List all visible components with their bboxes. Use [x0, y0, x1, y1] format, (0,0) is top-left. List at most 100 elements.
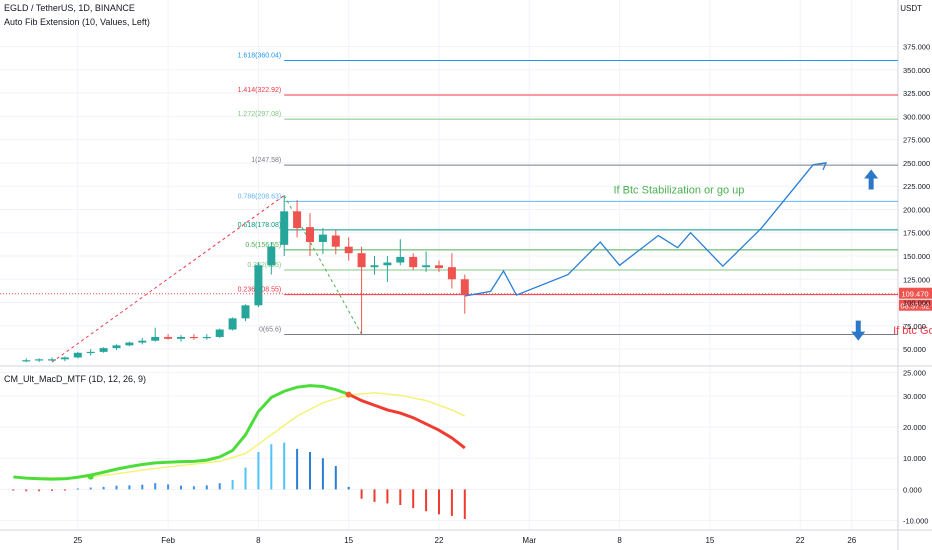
candle-body: [254, 265, 263, 306]
candle-body: [60, 357, 69, 360]
histogram-bar: [360, 489, 363, 499]
histogram-bar: [412, 489, 415, 509]
histogram-bar: [167, 484, 170, 490]
histogram-bar: [89, 487, 92, 490]
price-tick-label: 125.000: [903, 275, 930, 284]
histogram-bar: [76, 488, 79, 490]
fib-indicator-legend[interactable]: Auto Fib Extension (10, Values, Left): [4, 17, 154, 27]
histogram-bar: [334, 466, 337, 490]
candle-body: [228, 318, 237, 330]
candle-body: [383, 262, 392, 266]
fib-level-label: 0.382(135): [247, 262, 281, 269]
fib-level-label: 1.618(360.04): [238, 53, 282, 60]
histogram-bar: [450, 489, 453, 516]
fib-level-label: 0.5(156.55): [245, 242, 281, 249]
candle-body: [306, 227, 314, 243]
macd-indicator-title: CM_Ult_MacD_MTF (1D, 12, 26, 9): [4, 374, 147, 384]
price-tick-label: 25.000: [903, 368, 926, 377]
time-tick-label: 8: [617, 536, 622, 545]
price-tick-label: 375.000: [903, 43, 930, 52]
histogram-bar: [102, 486, 105, 490]
time-tick-label: 8: [256, 536, 261, 545]
candle-body: [112, 345, 121, 349]
histogram-bar: [321, 458, 324, 490]
histogram-bar: [425, 489, 428, 512]
histogram-bar: [347, 486, 350, 490]
price-tick-label: 350.000: [903, 66, 930, 75]
histogram-bar: [115, 485, 118, 490]
cross-marker: [345, 391, 352, 398]
histogram-bar: [51, 489, 53, 491]
time-tick-label: Feb: [161, 536, 175, 545]
price-tick-label: 50.000: [903, 345, 926, 354]
histogram-bar: [399, 489, 402, 505]
oscillator-tick-label: -10.000: [903, 517, 928, 526]
candle-body: [22, 360, 31, 362]
macd-indicator-legend[interactable]: CM_Ult_MacD_MTF (1D, 12, 26, 9): [4, 374, 150, 384]
candle-body: [73, 352, 82, 358]
fib-level-label: 0.618(178.08): [238, 222, 282, 229]
currency-label: USDT: [900, 4, 922, 13]
histogram-bar: [296, 448, 299, 490]
histogram-bar: [438, 489, 440, 515]
histogram-bar: [38, 489, 41, 492]
candle-body: [241, 305, 250, 319]
time-tick-label: 22: [796, 536, 805, 545]
candle-body: [396, 256, 405, 263]
histogram-bar: [386, 489, 389, 504]
price-tick-label: 225.000: [903, 182, 930, 191]
candle-body: [435, 265, 443, 269]
candle-body: [409, 256, 418, 268]
candle-body: [318, 234, 327, 243]
price-tick-label: 100.000: [903, 299, 930, 308]
histogram-bar: [141, 484, 144, 490]
candle-body: [215, 329, 224, 337]
candle-body: [460, 279, 469, 296]
candle-body: [177, 336, 185, 339]
fib-level-label: 1.272(297.08): [238, 111, 282, 118]
candle-body: [447, 267, 456, 280]
histogram-bar: [205, 485, 208, 490]
histogram-bar: [309, 451, 311, 490]
histogram-bar: [283, 442, 286, 490]
forecast-path: [464, 162, 827, 297]
candle-body: [99, 348, 108, 352]
candle-body: [164, 336, 173, 339]
fib-level-label: 0(65.6): [259, 327, 281, 334]
candle-body: [202, 336, 211, 339]
arrow-up-icon: [864, 169, 879, 190]
time-tick-label: 15: [705, 536, 714, 545]
price-tick-label: 250.000: [903, 159, 930, 168]
histogram-bar: [180, 485, 182, 490]
candle-body: [125, 342, 134, 346]
histogram-bar: [373, 489, 376, 502]
oscillator-tick-label: 30.000: [903, 392, 926, 401]
fib-level-label: 1.414(322.92): [238, 87, 282, 94]
symbol-title: EGLD / TetherUS, 1D, BINANCE: [4, 3, 135, 13]
time-tick-label: Mar: [522, 536, 536, 545]
price-tick-label: 175.000: [903, 229, 930, 238]
histogram-bar: [463, 489, 466, 520]
time-tick-label: 15: [344, 536, 353, 545]
forecast-arrowhead: [818, 162, 828, 171]
candle-body: [189, 336, 198, 339]
histogram-bar: [270, 444, 273, 490]
candle-body: [35, 359, 44, 361]
arrow-down-icon: [851, 320, 866, 341]
price-tick-label: 150.000: [903, 252, 930, 261]
countdown-value: 08:37:52: [900, 302, 929, 311]
candle-body: [357, 253, 366, 268]
price-tick-label: 200.000: [903, 205, 930, 214]
histogram-bar: [244, 467, 247, 490]
candle-body: [48, 359, 56, 361]
candle-body: [293, 211, 302, 229]
candle-body: [331, 235, 340, 247]
histogram-bar: [231, 480, 234, 490]
fib-level-label: 0.786(208.63): [238, 193, 282, 200]
symbol-legend[interactable]: EGLD / TetherUS, 1D, BINANCE: [4, 3, 139, 13]
candle-body: [138, 340, 147, 343]
macd-line-rising: [13, 384, 350, 481]
histogram-bar: [128, 485, 131, 490]
